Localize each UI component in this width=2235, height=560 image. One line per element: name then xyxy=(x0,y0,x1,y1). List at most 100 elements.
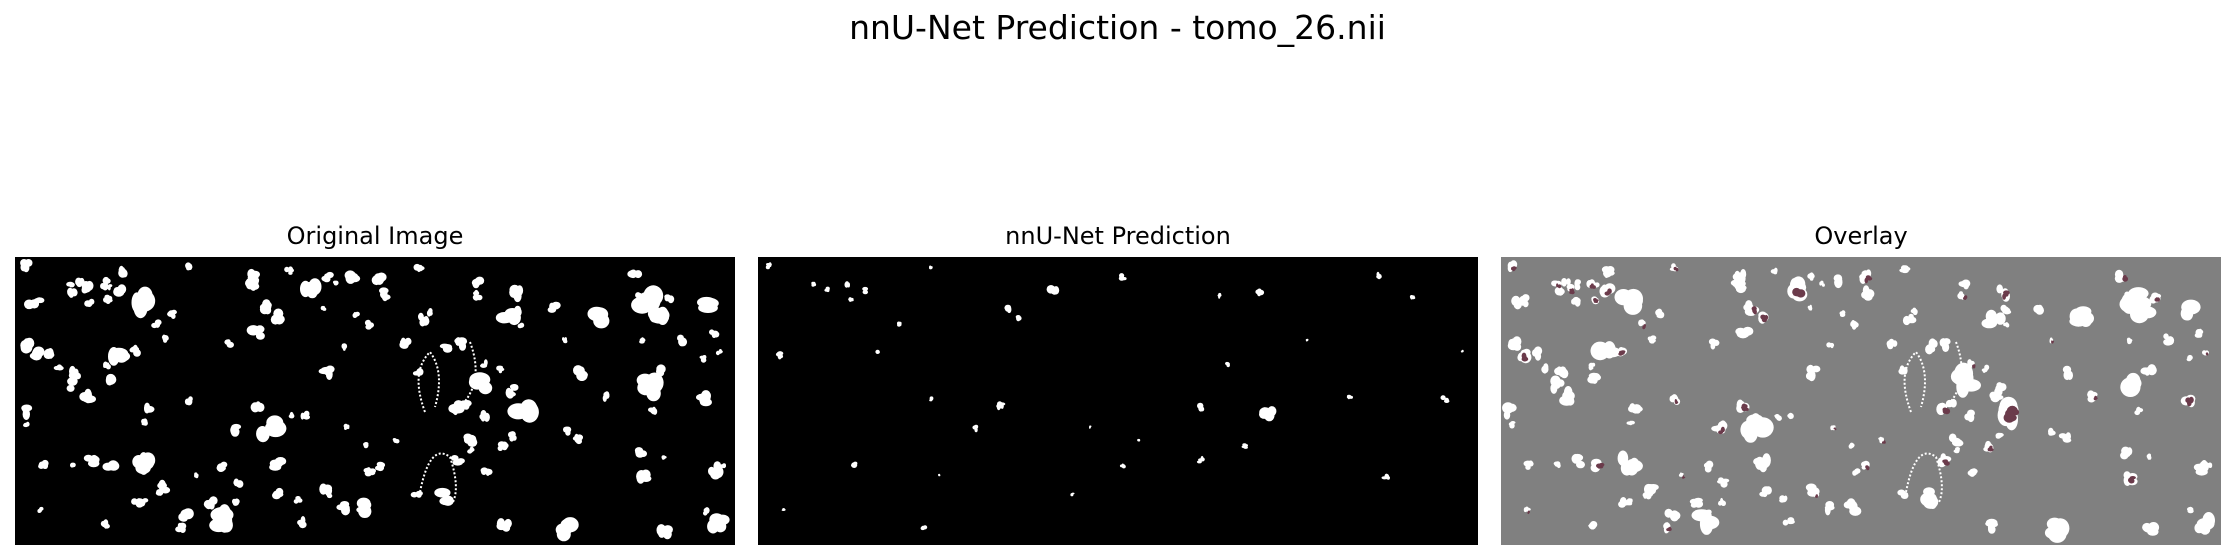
particle xyxy=(454,337,468,351)
particle xyxy=(1770,267,1778,275)
particle xyxy=(1574,279,1581,291)
overlay-prediction xyxy=(1963,295,1968,300)
particle xyxy=(715,349,723,356)
particle xyxy=(480,467,493,476)
particle xyxy=(2123,291,2132,301)
particle xyxy=(118,265,128,278)
particle xyxy=(344,270,361,284)
particle xyxy=(68,365,81,380)
particle xyxy=(375,461,386,472)
particle xyxy=(1833,274,1843,289)
predicted-particle xyxy=(1305,338,1309,342)
predicted-particle xyxy=(1259,406,1277,422)
predicted-particle xyxy=(1225,361,1230,368)
particle xyxy=(573,365,588,381)
particle xyxy=(102,460,120,471)
particle xyxy=(627,269,643,279)
overlay-canvas xyxy=(1501,257,2221,545)
particle xyxy=(1507,336,1522,351)
predicted-particle xyxy=(775,351,784,360)
particle xyxy=(452,408,458,416)
particle xyxy=(555,517,579,542)
particle xyxy=(1541,363,1549,374)
particle xyxy=(320,305,327,311)
particle xyxy=(321,271,334,283)
particle xyxy=(1532,346,1543,361)
particle xyxy=(209,504,234,533)
particle xyxy=(1897,489,1909,499)
particle xyxy=(1839,310,1846,317)
overlay-prediction xyxy=(1987,445,1994,452)
overlay-prediction xyxy=(1760,314,1769,323)
particle xyxy=(1571,296,1581,307)
predicted-particle xyxy=(1137,438,1141,442)
overlay-prediction xyxy=(2185,396,2194,407)
prediction-canvas xyxy=(758,257,1478,545)
particle xyxy=(1826,342,1835,349)
particle xyxy=(1561,278,1571,287)
particle xyxy=(245,277,259,289)
particle xyxy=(216,461,228,472)
particle xyxy=(1502,402,1517,420)
particle xyxy=(463,433,478,447)
particle xyxy=(1519,294,1530,308)
particle xyxy=(439,343,453,353)
particle xyxy=(563,426,572,436)
particle xyxy=(371,272,387,286)
particle xyxy=(293,496,303,504)
particle xyxy=(103,294,113,304)
particle xyxy=(1553,461,1561,469)
particle xyxy=(1638,319,1646,327)
particle xyxy=(507,399,539,423)
particle xyxy=(1588,362,1596,371)
particle xyxy=(256,415,287,443)
overlay-prediction xyxy=(1642,324,1646,330)
particle xyxy=(341,343,348,351)
particle xyxy=(100,519,110,529)
particle xyxy=(1626,420,1635,426)
particle xyxy=(105,284,113,291)
overlay-prediction xyxy=(1792,287,1806,298)
particle xyxy=(185,262,193,271)
particle xyxy=(495,308,521,326)
particle xyxy=(352,311,360,318)
panel-background xyxy=(15,257,735,545)
predicted-particle xyxy=(1255,288,1265,297)
particle xyxy=(1850,320,1859,330)
particle xyxy=(677,334,688,347)
particle xyxy=(379,287,391,302)
particle xyxy=(1824,501,1835,516)
overlay-prediction xyxy=(2205,352,2209,356)
particle xyxy=(288,411,295,419)
particle xyxy=(410,490,423,498)
particle xyxy=(81,284,89,294)
particle xyxy=(719,463,727,469)
filament-arc xyxy=(417,350,440,413)
particle xyxy=(505,387,516,399)
particle xyxy=(450,455,465,466)
predicted-particle xyxy=(1046,285,1060,295)
particle xyxy=(79,388,97,404)
particle xyxy=(1735,326,1754,339)
overlay-title: Overlay xyxy=(1814,222,1908,250)
particle xyxy=(2134,406,2144,416)
particle xyxy=(1617,450,1643,476)
particle xyxy=(656,524,673,540)
particle xyxy=(1559,386,1575,406)
particle xyxy=(1920,487,1939,509)
particle xyxy=(471,276,485,289)
particle xyxy=(635,292,644,301)
particle xyxy=(33,297,45,307)
predicted-particle xyxy=(929,396,934,402)
predicted-particle xyxy=(1381,473,1390,480)
particle xyxy=(2186,354,2193,362)
particle xyxy=(1995,382,2007,392)
particle xyxy=(1898,365,1908,375)
particle xyxy=(318,365,335,380)
overlay-prediction xyxy=(2051,340,2054,344)
particle xyxy=(602,391,610,402)
particle xyxy=(336,501,350,516)
filament-arc xyxy=(1903,350,1926,413)
particle xyxy=(696,390,712,407)
particle xyxy=(1730,277,1745,290)
